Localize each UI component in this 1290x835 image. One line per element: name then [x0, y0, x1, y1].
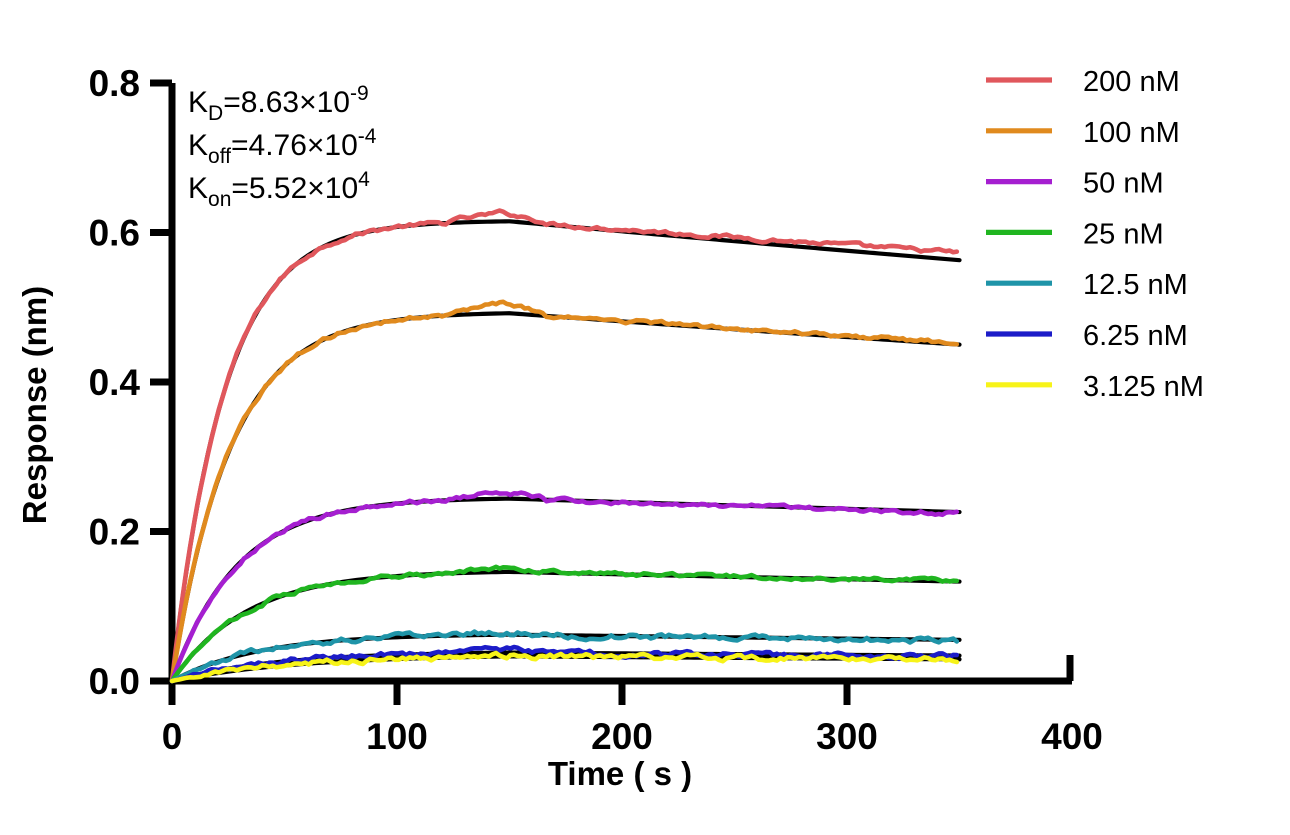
sensorgram-12.5nM — [169, 629, 960, 684]
annotation-symbol: K — [188, 86, 208, 119]
legend-item-50nM[interactable]: 50 nM — [986, 168, 1164, 200]
y-axis-tick-label: 0.4 — [89, 362, 141, 403]
legend-label: 12.5 nM — [1083, 269, 1188, 301]
legend-label: 50 nM — [1083, 168, 1164, 200]
x-axis-tick-label: 300 — [816, 716, 878, 757]
annotation-subscript: off — [208, 145, 231, 168]
sensorgram-3.125nM — [169, 650, 960, 684]
chart-axes — [150, 79, 1074, 705]
y-axis-tick-label: 0.8 — [89, 63, 140, 104]
sensorgram-50nM — [169, 490, 960, 684]
annotation-line-1: Koff=4.76×10-4 — [188, 125, 377, 168]
legend-item-6.25nM[interactable]: 6.25 nM — [986, 320, 1188, 352]
legend-label: 100 nM — [1083, 117, 1180, 149]
legend-label: 3.125 nM — [1083, 371, 1204, 403]
annotation-exponent: -9 — [350, 82, 369, 105]
annotation-value: =5.52×10 — [231, 172, 358, 205]
legend-label: 25 nM — [1083, 218, 1164, 250]
x-axis-tick-label: 400 — [1041, 716, 1103, 757]
annotation-text: Kon=5.52×104 — [188, 168, 370, 211]
annotation-line-2: Kon=5.52×104 — [188, 168, 370, 211]
annotation-value: =4.76×10 — [231, 129, 358, 162]
x-axis-tick-label: 0 — [162, 716, 183, 757]
legend-item-200nM[interactable]: 200 nM — [986, 66, 1180, 98]
x-axis-tick-label: 100 — [366, 716, 428, 757]
x-axis-title: Time ( s ) — [548, 755, 692, 792]
y-axis-title: Response (nm) — [16, 286, 53, 524]
legend-item-3.125nM[interactable]: 3.125 nM — [986, 371, 1204, 403]
annotation-symbol: K — [188, 172, 208, 205]
sensorgram-25nM — [169, 564, 960, 684]
sensorgram-100nM — [169, 299, 960, 684]
sensorgram-200nM — [169, 208, 960, 684]
annotation-exponent: 4 — [358, 168, 370, 191]
annotation-line-0: KD=8.63×10-9 — [188, 82, 369, 125]
annotation-text: KD=8.63×10-9 — [188, 82, 369, 125]
chart-legend: 200 nM 100 nM 50 nM 25 nM 12.5 nM 6.25 nM 3.12… — [986, 66, 1204, 403]
x-axis-tick-labels: 0 100 200 300 400 — [162, 716, 1103, 757]
sensorgram-curves — [169, 208, 960, 684]
legend-label: 6.25 nM — [1083, 320, 1188, 352]
legend-label: 200 nM — [1083, 66, 1180, 98]
y-axis-tick-label: 0.2 — [89, 512, 140, 553]
x-axis-tick-label: 200 — [591, 716, 653, 757]
legend-item-12.5nM[interactable]: 12.5 nM — [986, 269, 1188, 301]
annotation-value: =8.63×10 — [223, 86, 350, 119]
y-axis-tick-labels: 0.0 0.2 0.4 0.6 0.8 — [89, 63, 141, 702]
y-axis-tick-label: 0.6 — [89, 213, 140, 254]
legend-item-25nM[interactable]: 25 nM — [986, 218, 1164, 250]
annotation-symbol: K — [188, 129, 208, 162]
annotation-exponent: -4 — [358, 125, 377, 148]
annotation-text: Koff=4.76×10-4 — [188, 125, 377, 168]
annotation-subscript: D — [208, 102, 223, 125]
annotation-subscript: on — [208, 188, 231, 211]
legend-item-100nM[interactable]: 100 nM — [986, 117, 1180, 149]
y-axis-tick-label: 0.0 — [89, 661, 140, 702]
